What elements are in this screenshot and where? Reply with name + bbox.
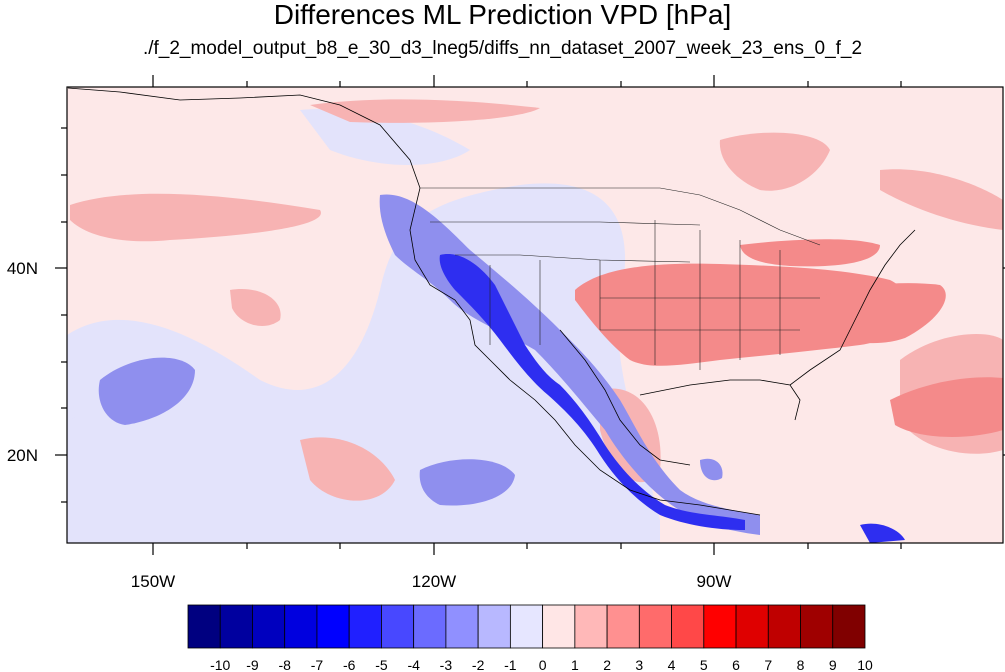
colorbar-swatch	[413, 604, 447, 649]
us-state-borders	[420, 187, 821, 370]
colorbar-tick-label: -8	[278, 657, 291, 672]
colorbar-tick-label: 5	[700, 657, 708, 672]
colorbar-tick-label: 10	[857, 657, 873, 672]
colorbar-swatch	[348, 604, 382, 649]
colorbar-tick-label: 2	[603, 657, 611, 672]
lat-label-40n: 40N	[7, 259, 38, 278]
colorbar-swatch	[252, 604, 286, 649]
colorbar-swatch	[832, 604, 866, 649]
colorbar-swatch	[574, 604, 608, 649]
colorbar-swatch	[542, 604, 576, 649]
dark-blue-regions	[439, 254, 905, 543]
lon-label-120w: 120W	[412, 572, 456, 591]
map-subtitle: ./f_2_model_output_b8_e_30_d3_lneg5/diff…	[142, 38, 863, 59]
colorbar-swatch	[187, 604, 221, 649]
colorbar-tick-label: -10	[210, 657, 230, 672]
lon-label-90w: 90W	[697, 572, 732, 591]
red-regions	[575, 239, 1003, 437]
colorbar-swatch	[445, 604, 479, 649]
map-title: Differences ML Prediction VPD [hPa]	[273, 0, 732, 30]
colorbar-tick-label: -3	[440, 657, 453, 672]
colorbar-swatch	[703, 604, 737, 649]
colorbar-swatch	[767, 604, 801, 649]
colorbar-labels: -10 -9 -8 -7 -6 -5 -4 -3 -2 -1 0 1 2 3 4 5 6 7 8 9 10	[210, 657, 873, 672]
colorbar-swatch	[381, 604, 415, 649]
colorbar-tick-label: 3	[635, 657, 643, 672]
colorbar-tick-label: 1	[571, 657, 579, 672]
colorbar-swatch	[477, 604, 511, 649]
colorbar-tick-label: 4	[668, 657, 676, 672]
colorbar-tick-label: -7	[311, 657, 324, 672]
coastlines	[67, 87, 916, 516]
lat-label-20n: 20N	[7, 446, 38, 465]
colorbar-tick-label: 7	[764, 657, 772, 672]
tick-marks	[55, 75, 1005, 555]
colorbar-tick-label: 6	[732, 657, 740, 672]
map-panel	[67, 87, 1003, 543]
colorbar-swatch	[284, 604, 318, 649]
colorbar-tick-label: -1	[504, 657, 517, 672]
lon-label-150w: 150W	[131, 572, 175, 591]
colorbar-tick-label: -4	[407, 657, 420, 672]
colorbar-tick-label: -6	[343, 657, 356, 672]
colorbar-swatch	[735, 604, 769, 649]
colorbar-swatch	[800, 604, 834, 649]
colorbar-tick-label: -9	[246, 657, 259, 672]
colorbar-tick-label: -5	[375, 657, 388, 672]
colorbar-swatch	[219, 604, 253, 649]
colorbar-tick-label: 8	[797, 657, 805, 672]
colorbar-swatch	[671, 604, 705, 649]
colorbar-swatch	[509, 604, 544, 649]
colorbar	[187, 604, 866, 649]
colorbar-tick-label: 9	[829, 657, 837, 672]
colorbar-swatch	[606, 604, 640, 649]
colorbar-tick-label: -2	[472, 657, 485, 672]
colorbar-tick-label: 0	[539, 657, 547, 672]
colorbar-swatch	[316, 604, 350, 649]
colorbar-swatch	[638, 604, 672, 649]
